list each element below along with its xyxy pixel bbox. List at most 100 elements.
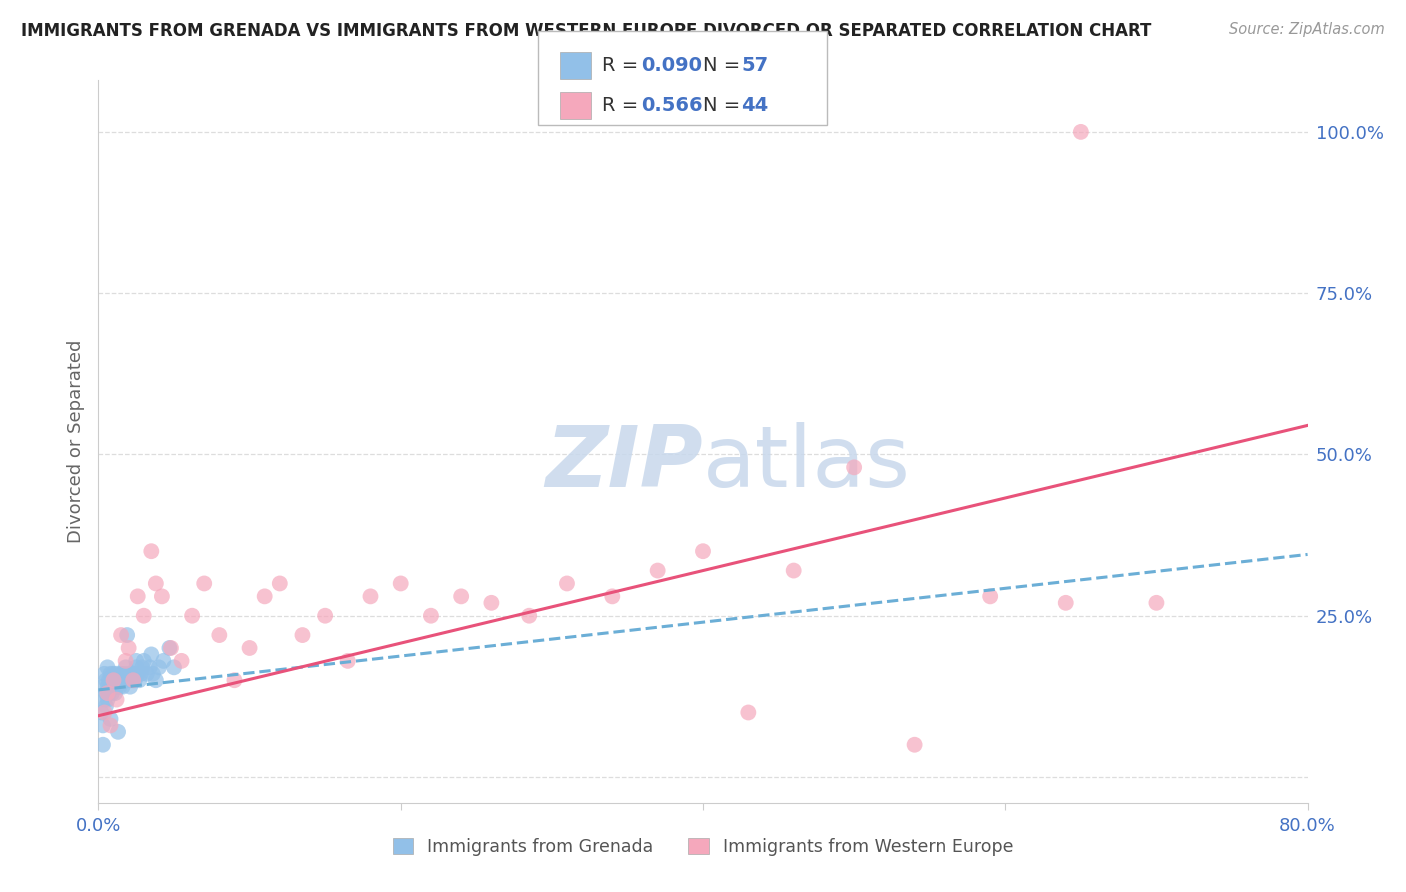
Point <box>170 654 193 668</box>
Point <box>125 654 148 668</box>
Point <box>122 666 145 681</box>
Point <box>124 673 146 688</box>
Point <box>101 686 124 700</box>
Point <box>103 673 125 688</box>
Point <box>125 660 148 674</box>
Point <box>129 666 152 681</box>
Point <box>127 666 149 681</box>
Point <box>904 738 927 752</box>
Point <box>160 640 183 655</box>
Point <box>208 628 231 642</box>
Text: 44: 44 <box>741 95 768 115</box>
Point <box>131 660 153 674</box>
Point <box>105 666 128 681</box>
Point <box>114 654 136 668</box>
Point <box>90 706 112 720</box>
Point <box>96 660 118 674</box>
Point <box>100 666 122 681</box>
Point <box>420 608 443 623</box>
Point <box>141 544 163 558</box>
Text: R =: R = <box>602 95 644 115</box>
Point <box>91 680 114 694</box>
Point <box>291 628 314 642</box>
Text: IMMIGRANTS FROM GRENADA VS IMMIGRANTS FROM WESTERN EUROPE DIVORCED OR SEPARATED : IMMIGRANTS FROM GRENADA VS IMMIGRANTS FR… <box>21 22 1152 40</box>
Text: Source: ZipAtlas.com: Source: ZipAtlas.com <box>1229 22 1385 37</box>
Point <box>107 724 129 739</box>
Point <box>104 673 127 688</box>
Point <box>181 608 204 623</box>
Point <box>1144 596 1167 610</box>
Point <box>193 576 215 591</box>
Point <box>121 673 143 688</box>
Point <box>100 712 122 726</box>
Point <box>107 673 129 688</box>
Text: atlas: atlas <box>703 422 911 505</box>
Point <box>115 673 138 688</box>
Point <box>100 680 122 694</box>
Point <box>96 692 118 706</box>
Point <box>224 673 246 688</box>
Point <box>91 738 114 752</box>
Point <box>93 706 115 720</box>
Point <box>118 666 141 681</box>
Point <box>1070 125 1092 139</box>
Point <box>100 718 122 732</box>
Point <box>269 576 291 591</box>
Point <box>127 590 149 604</box>
Point <box>105 692 128 706</box>
Point <box>253 590 276 604</box>
Text: 0.566: 0.566 <box>641 95 703 115</box>
Point <box>135 666 157 681</box>
Point <box>96 680 118 694</box>
Point <box>450 590 472 604</box>
Point <box>108 680 131 694</box>
Point <box>120 680 142 694</box>
Point <box>389 576 412 591</box>
Point <box>91 718 114 732</box>
Legend: Immigrants from Grenada, Immigrants from Western Europe: Immigrants from Grenada, Immigrants from… <box>385 830 1021 863</box>
Point <box>110 666 132 681</box>
Point <box>132 608 155 623</box>
Point <box>145 576 167 591</box>
Point <box>128 673 150 688</box>
Point <box>163 660 186 674</box>
Point <box>94 686 117 700</box>
Point <box>783 564 806 578</box>
Point <box>115 628 138 642</box>
Point <box>94 699 117 714</box>
Text: N =: N = <box>703 95 747 115</box>
Point <box>336 654 359 668</box>
Point <box>105 680 128 694</box>
Text: N =: N = <box>703 56 747 75</box>
Point <box>692 544 714 558</box>
Point <box>104 686 127 700</box>
Point <box>239 640 262 655</box>
Point <box>555 576 578 591</box>
Point <box>103 680 125 694</box>
Point <box>844 460 866 475</box>
Y-axis label: Divorced or Separated: Divorced or Separated <box>66 340 84 543</box>
Point <box>101 673 124 688</box>
Point <box>93 692 115 706</box>
Text: 57: 57 <box>741 56 768 75</box>
Text: 0.090: 0.090 <box>641 56 702 75</box>
Point <box>1054 596 1077 610</box>
Point <box>145 673 167 688</box>
Point <box>139 660 162 674</box>
Point <box>152 654 174 668</box>
Point <box>647 564 669 578</box>
Point <box>111 680 134 694</box>
Point <box>118 640 141 655</box>
Point <box>98 686 121 700</box>
Point <box>481 596 503 610</box>
Point <box>110 673 132 688</box>
Point <box>737 706 759 720</box>
Point <box>110 628 132 642</box>
Point <box>979 590 1001 604</box>
Point <box>142 666 165 681</box>
Point <box>94 673 117 688</box>
Point <box>314 608 336 623</box>
Point <box>96 686 118 700</box>
Point <box>103 666 125 681</box>
Point <box>114 660 136 674</box>
